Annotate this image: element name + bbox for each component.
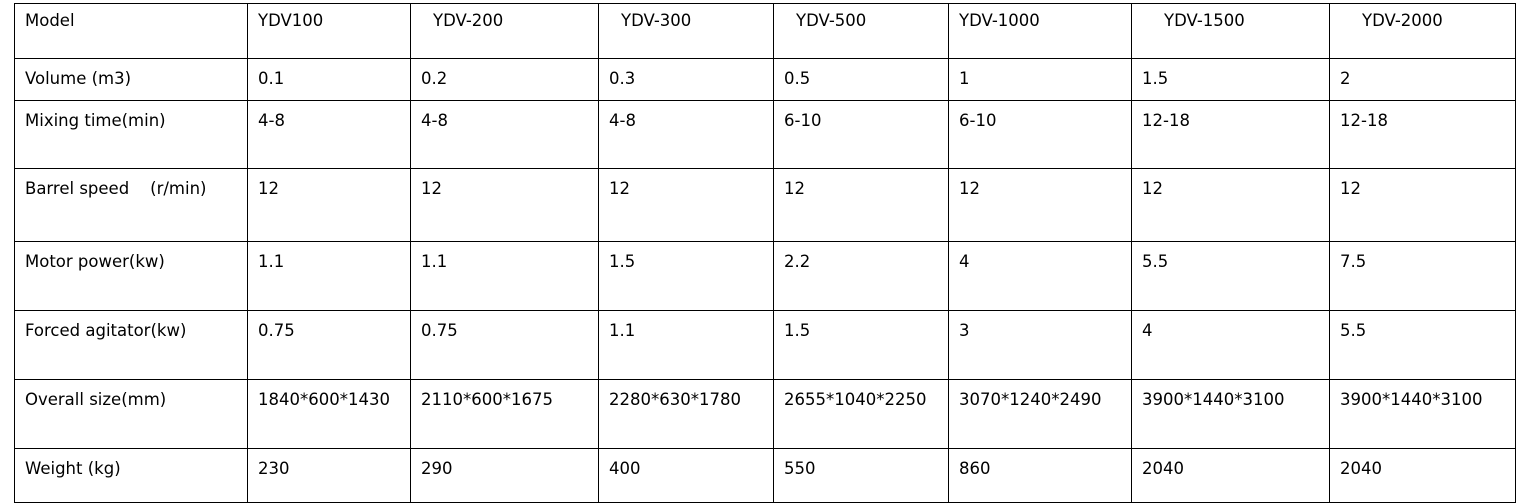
- cell: 3900*1440*3100: [1329, 379, 1516, 449]
- data-row: Forced agitator(kw) 0.75 0.75 1.1 1.5 3 4 5.5: [14, 310, 1516, 380]
- cell: 0.5: [773, 58, 949, 101]
- cell: 2: [1329, 58, 1516, 101]
- data-row: Weight (kg) 230 290 400 550 860 2040 2040: [14, 448, 1516, 503]
- cell: 860: [948, 448, 1132, 503]
- cell: YDV-2000: [1329, 3, 1516, 59]
- row-label: Forced agitator(kw): [14, 310, 248, 380]
- cell: 2110*600*1675: [410, 379, 599, 449]
- cell: 0.75: [410, 310, 599, 380]
- data-row: Motor power(kw) 1.1 1.1 1.5 2.2 4 5.5 7.5: [14, 241, 1516, 311]
- row-label: Overall size(mm): [14, 379, 248, 449]
- cell: 1.1: [247, 241, 411, 311]
- cell: 12-18: [1131, 100, 1330, 169]
- data-row: Barrel speed (r/min) 12 12 12 12 12 12 12: [14, 168, 1516, 242]
- row-label: Volume (m3): [14, 58, 248, 101]
- data-row: Mixing time(min) 4-8 4-8 4-8 6-10 6-10 12-18 12…: [14, 100, 1516, 169]
- cell: 5.5: [1329, 310, 1516, 380]
- cell: 12: [773, 168, 949, 242]
- cell: 1.5: [1131, 58, 1330, 101]
- cell: 400: [598, 448, 774, 503]
- cell: 1840*600*1430: [247, 379, 411, 449]
- header-row: Model YDV100 YDV-200 YDV-300 YDV-500 YDV-1000…: [14, 3, 1516, 59]
- cell: 2040: [1131, 448, 1330, 503]
- row-label: Mixing time(min): [14, 100, 248, 169]
- cell: 12: [410, 168, 599, 242]
- cell: 12: [247, 168, 411, 242]
- cell: YDV100: [247, 3, 411, 59]
- cell: 0.2: [410, 58, 599, 101]
- cell: 3070*1240*2490: [948, 379, 1132, 449]
- cell: 12: [598, 168, 774, 242]
- cell: YDV-1000: [948, 3, 1132, 59]
- cell: 1.5: [598, 241, 774, 311]
- cell: 0.75: [247, 310, 411, 380]
- spec-table: Model YDV100 YDV-200 YDV-300 YDV-500 YDV-1000…: [14, 3, 1516, 503]
- cell: 12: [1329, 168, 1516, 242]
- cell: 12: [948, 168, 1132, 242]
- data-row: Overall size(mm) 1840*600*1430 2110*600*16…: [14, 379, 1516, 449]
- row-label: Weight (kg): [14, 448, 248, 503]
- cell: 2280*630*1780: [598, 379, 774, 449]
- cell: 2.2: [773, 241, 949, 311]
- cell: 3: [948, 310, 1132, 380]
- cell: 4-8: [410, 100, 599, 169]
- cell: YDV-1500: [1131, 3, 1330, 59]
- cell: 0.1: [247, 58, 411, 101]
- cell: 12-18: [1329, 100, 1516, 169]
- data-row: Volume (m3) 0.1 0.2 0.3 0.5 1 1.5 2: [14, 58, 1516, 101]
- row-label: Barrel speed (r/min): [14, 168, 248, 242]
- row-label: Model: [14, 3, 248, 59]
- cell: YDV-500: [773, 3, 949, 59]
- cell: 1.1: [410, 241, 599, 311]
- cell: 4: [1131, 310, 1330, 380]
- cell: 7.5: [1329, 241, 1516, 311]
- cell: 0.3: [598, 58, 774, 101]
- cell: 290: [410, 448, 599, 503]
- row-label: Motor power(kw): [14, 241, 248, 311]
- cell: 550: [773, 448, 949, 503]
- cell: 5.5: [1131, 241, 1330, 311]
- cell: 4-8: [247, 100, 411, 169]
- cell: 1.5: [773, 310, 949, 380]
- cell: 2655*1040*2250: [773, 379, 949, 449]
- cell: 1.1: [598, 310, 774, 380]
- spec-table-wrap: Model YDV100 YDV-200 YDV-300 YDV-500 YDV-1000…: [14, 3, 1516, 503]
- cell: 6-10: [948, 100, 1132, 169]
- cell: 4: [948, 241, 1132, 311]
- cell: 6-10: [773, 100, 949, 169]
- cell: 1: [948, 58, 1132, 101]
- cell: 12: [1131, 168, 1330, 242]
- cell: 230: [247, 448, 411, 503]
- cell: YDV-300: [598, 3, 774, 59]
- cell: YDV-200: [410, 3, 599, 59]
- cell: 4-8: [598, 100, 774, 169]
- cell: 2040: [1329, 448, 1516, 503]
- cell: 3900*1440*3100: [1131, 379, 1330, 449]
